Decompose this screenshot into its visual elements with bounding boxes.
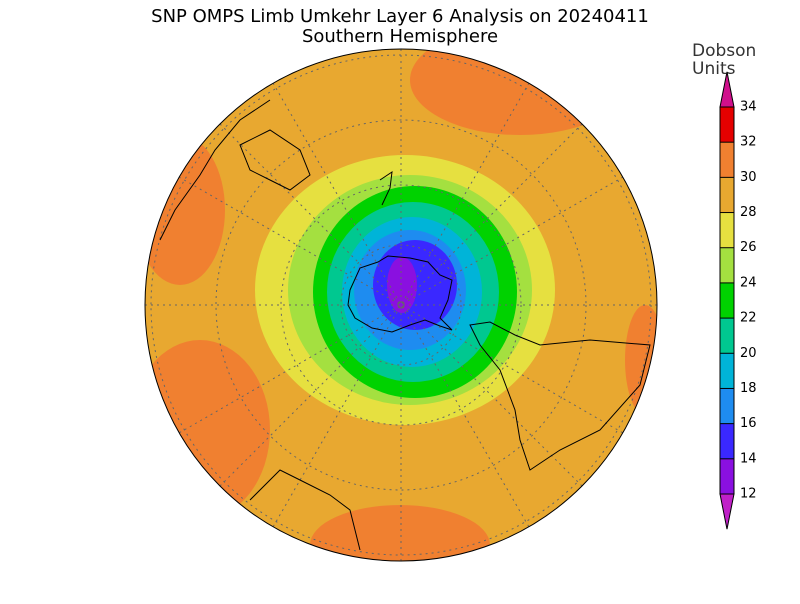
ozone-map [145, 49, 657, 561]
colorbar-tick-label: 18 [740, 381, 757, 396]
colorbar-tick-label: 20 [740, 346, 757, 361]
colorbar-tick-label: 28 [740, 205, 757, 220]
colorbar-band [720, 458, 734, 494]
map-border [144, 48, 658, 562]
colorbar-tick-label: 34 [740, 100, 757, 115]
coastlines [159, 99, 651, 551]
colorbar-band [720, 318, 734, 354]
contour-fill [310, 505, 490, 561]
colorbar-tick-label: 26 [740, 240, 757, 255]
colorbar-band [720, 423, 734, 459]
colorbar-band [720, 247, 734, 283]
contour-fill [145, 340, 270, 520]
colorbar-label: Dobson [692, 41, 756, 61]
colorbar-tick-label: 32 [740, 135, 757, 150]
colorbar: 12 14 16 18 20 22 24 26 28 30 32 34 [719, 71, 757, 530]
graticule [145, 49, 657, 561]
colorbar-band [720, 107, 734, 143]
colorbar-band [720, 353, 734, 389]
colorbar-tick-label: 22 [740, 311, 757, 326]
subtitle: Southern Hemisphere [302, 26, 498, 47]
colorbar-label: Units [692, 59, 736, 79]
colorbar-band [720, 388, 734, 424]
colorbar-tick-label: 12 [740, 487, 757, 502]
colorbar-under [719, 493, 735, 530]
colorbar-band [720, 177, 734, 213]
title: SNP OMPS Limb Umkehr Layer 6 Analysis on… [151, 6, 649, 27]
colorbar-band [720, 142, 734, 178]
colorbar-tick-label: 30 [740, 170, 757, 185]
colorbar-band [720, 282, 734, 319]
colorbar-tick-label: 14 [740, 451, 757, 466]
colorbar-tick-label: 24 [740, 275, 757, 290]
colorbar-band [720, 212, 734, 248]
colorbar-tick-label: 16 [740, 416, 757, 431]
